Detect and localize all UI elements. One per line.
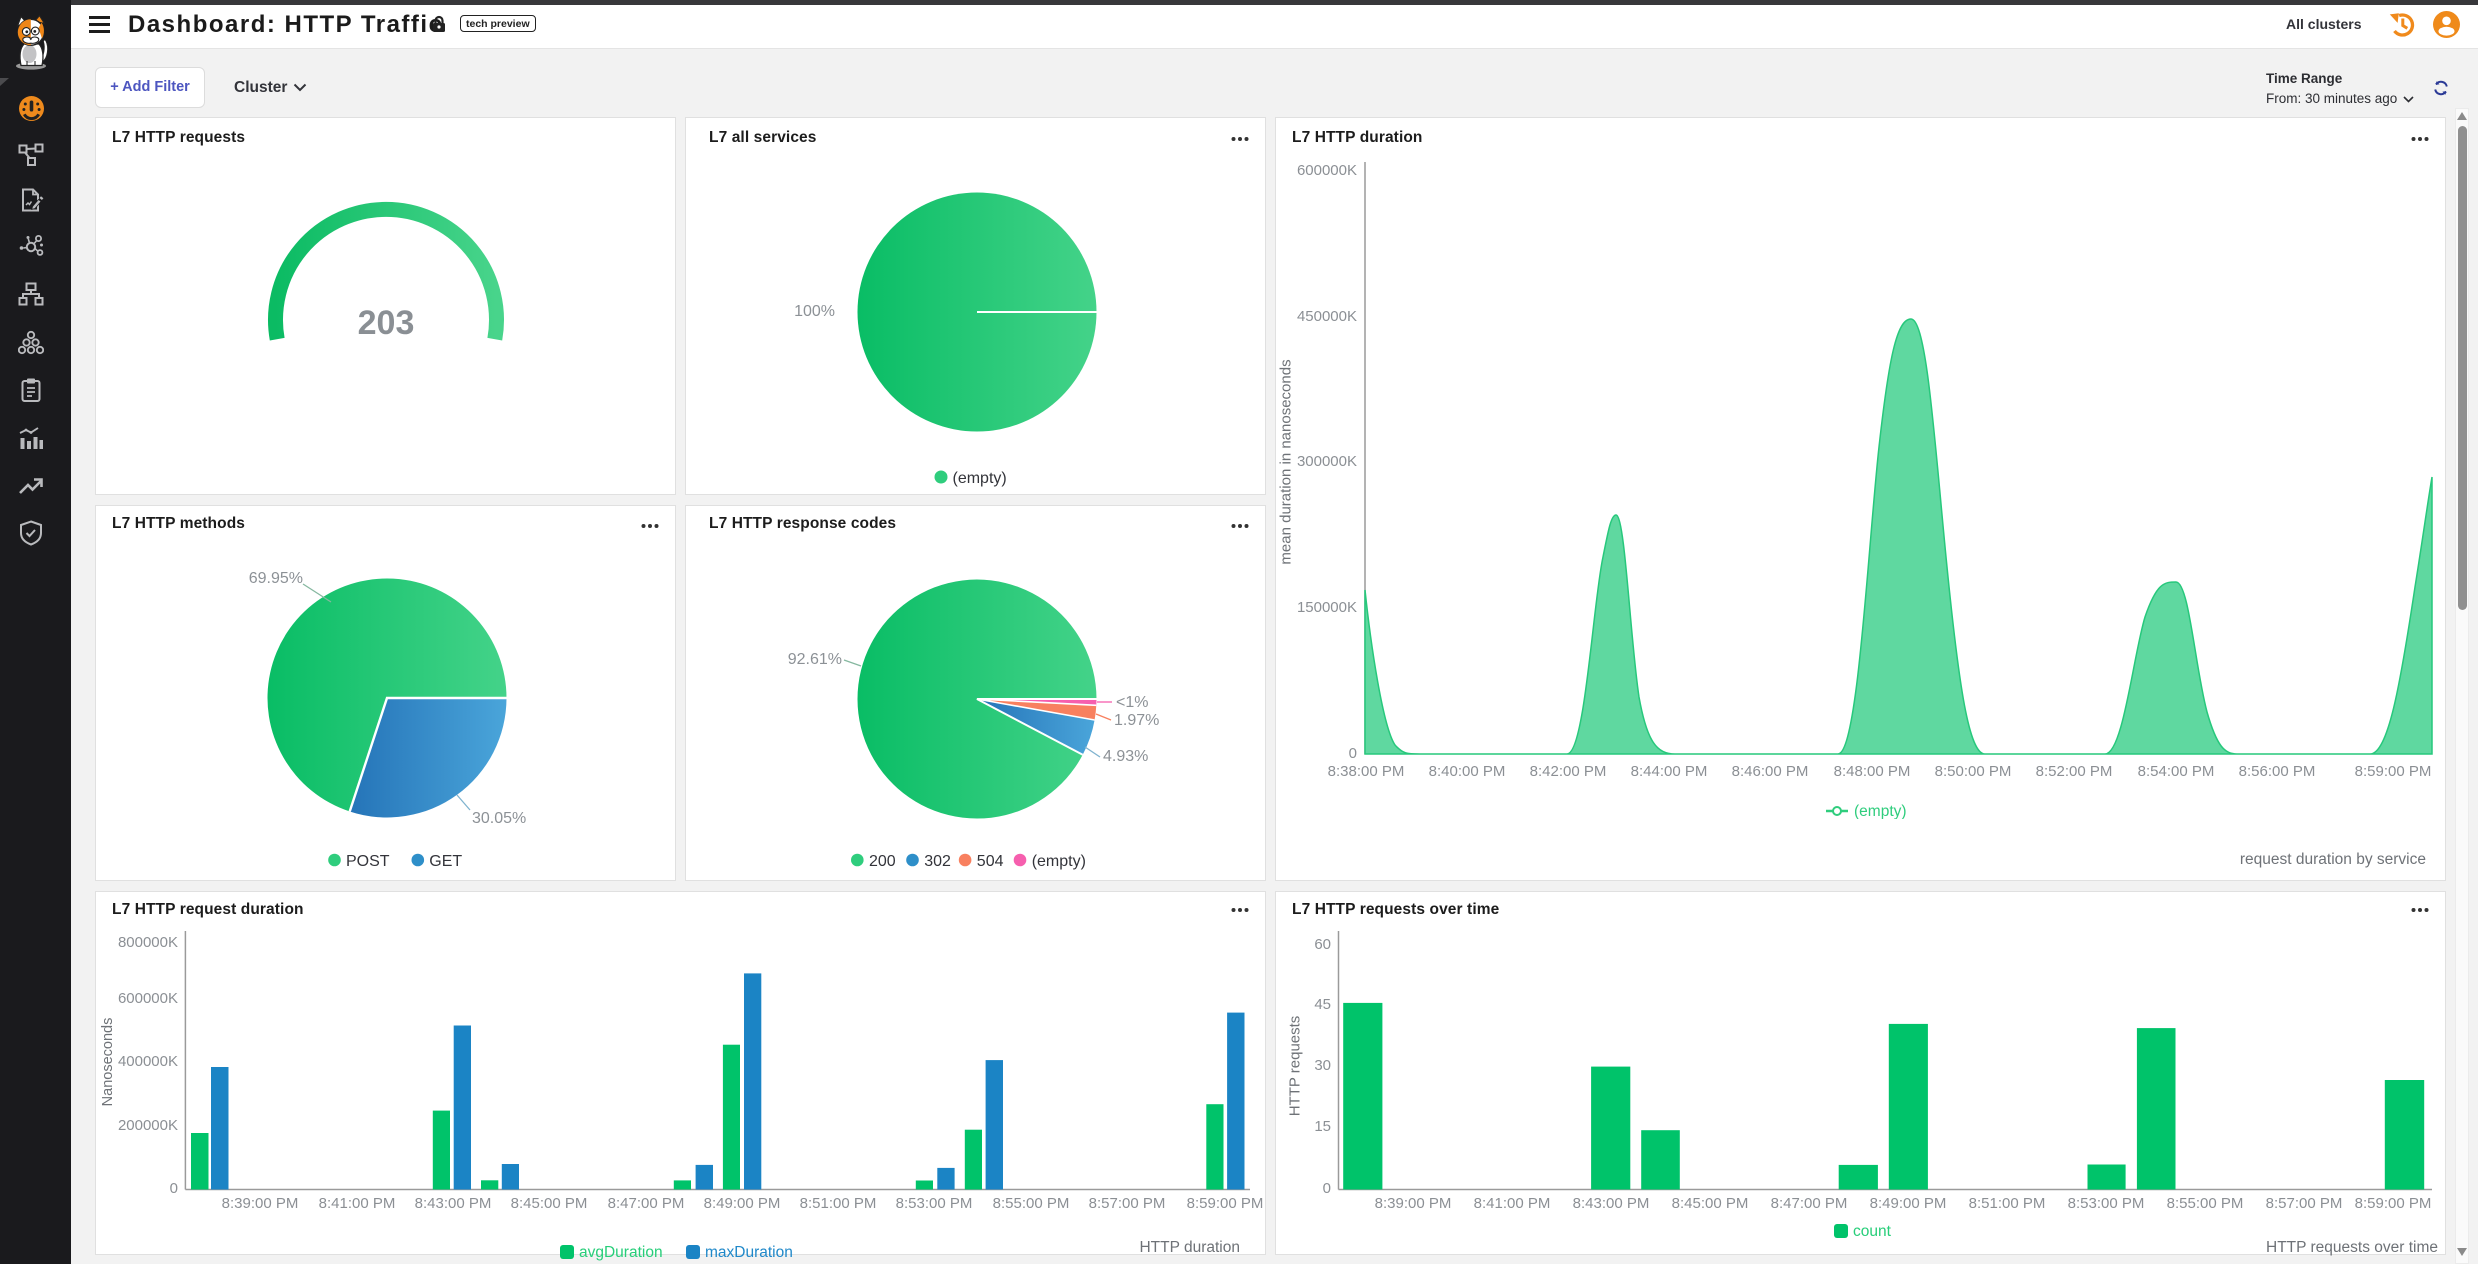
svg-text:504: 504 [977,853,1004,870]
svg-text:(empty): (empty) [1032,853,1086,870]
svg-text:4.93%: 4.93% [1103,748,1148,765]
svg-text:<1%: <1% [1116,694,1148,711]
svg-text:(empty): (empty) [1854,803,1907,819]
svg-text:count: count [1853,1223,1892,1240]
svg-text:69.95%: 69.95% [249,570,303,587]
svg-text:1.97%: 1.97% [1114,712,1159,729]
svg-text:92.61%: 92.61% [788,651,842,668]
svg-text:avgDuration: avgDuration [579,1244,663,1261]
svg-text:maxDuration: maxDuration [705,1244,793,1261]
svg-text:30.05%: 30.05% [472,810,526,827]
svg-text:200: 200 [869,853,896,870]
svg-text:203: 203 [358,304,415,342]
svg-text:100%: 100% [794,303,835,320]
svg-text:POST: POST [346,853,390,870]
svg-text:GET: GET [429,853,462,870]
svg-text:(empty): (empty) [953,470,1007,487]
svg-text:302: 302 [924,853,951,870]
